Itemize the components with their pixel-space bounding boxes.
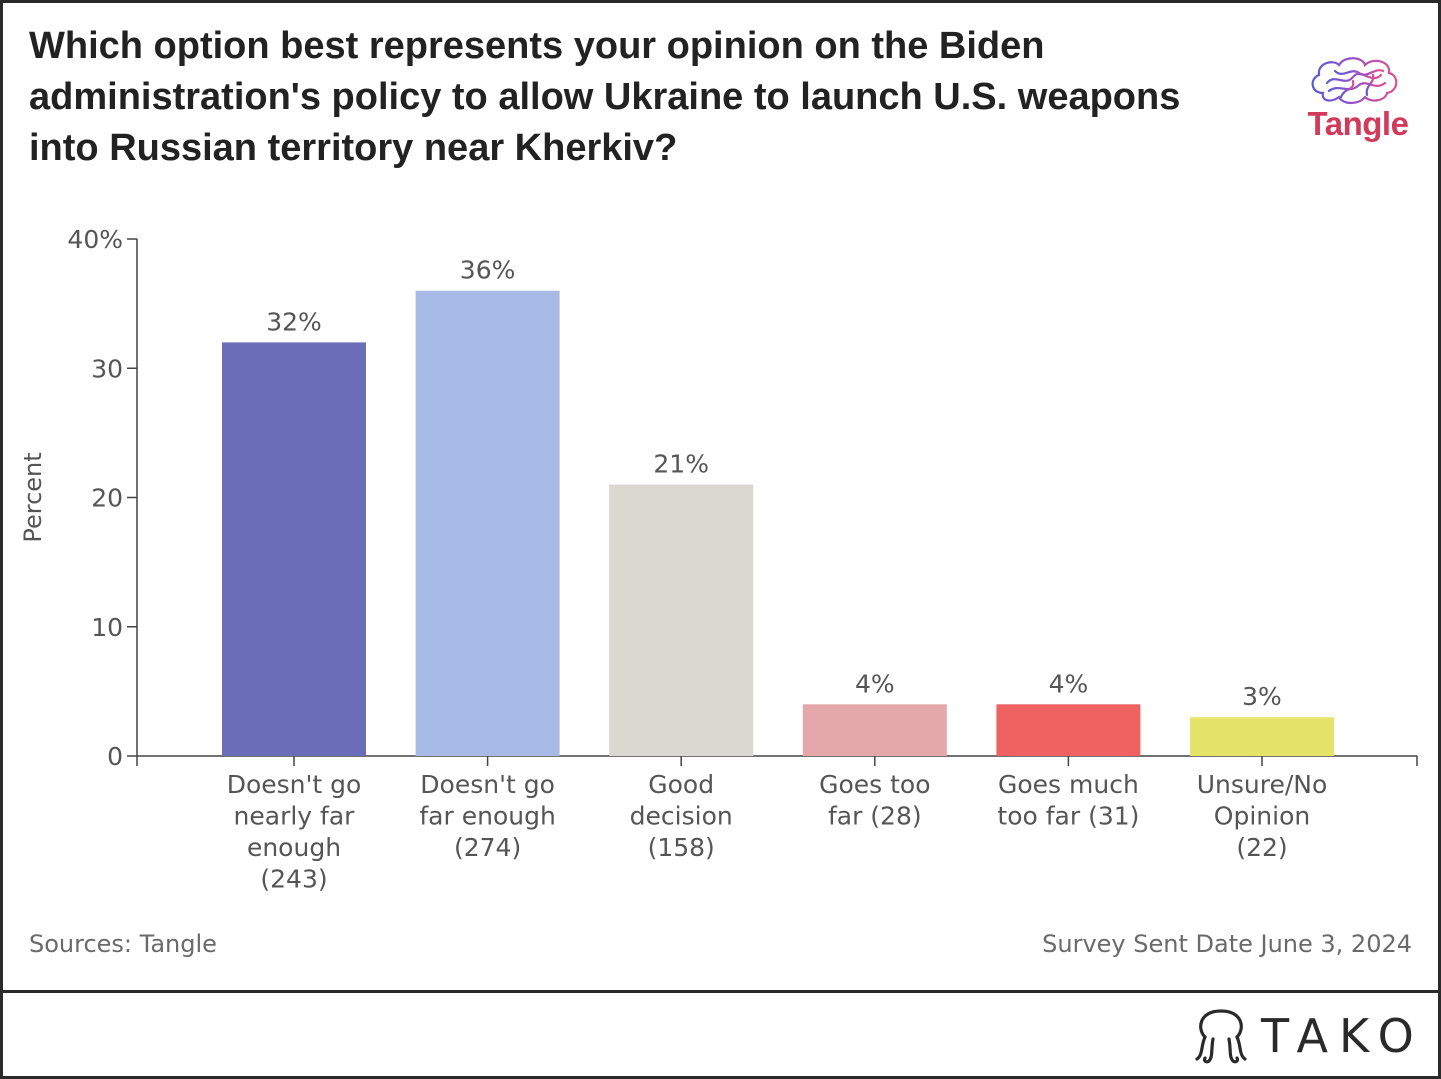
x-tick-label-line: (22) — [1236, 833, 1287, 862]
chart-title: Which option best represents your opinio… — [29, 25, 1181, 169]
bar — [802, 704, 947, 756]
x-tick-label-line: (274) — [454, 833, 521, 862]
x-tick-label-line: Doesn't go — [420, 770, 555, 799]
x-tick-label-line: Goes too — [819, 770, 930, 799]
data-label: 3% — [1242, 682, 1282, 711]
source-note: Sources: Tangle — [29, 930, 217, 958]
bar — [996, 704, 1141, 756]
data-label: 36% — [460, 256, 516, 285]
chart-bars — [222, 290, 1334, 756]
tangle-logo: Tangle — [1293, 53, 1423, 153]
y-tick-label: 10 — [91, 613, 123, 642]
x-tick-label-line: (158) — [648, 833, 715, 862]
y-tick-label: 40% — [67, 225, 123, 254]
y-tick-label: 20 — [91, 484, 123, 513]
data-label: 4% — [1049, 669, 1089, 698]
x-tick-label: Unsure/No Opinion (22) — [1197, 770, 1328, 862]
x-tick-label-line: far enough — [419, 802, 555, 831]
survey-date: Survey Sent Date June 3, 2024 — [1042, 930, 1412, 958]
bar — [415, 290, 560, 756]
x-tick-label: Good decision (158) — [630, 770, 733, 862]
chart-labels: 32% Doesn't go nearly far enough (243) 36% Doe… — [227, 256, 1328, 894]
tako-wordmark: TAKO — [1261, 1009, 1425, 1063]
data-label: 4% — [855, 669, 895, 698]
x-tick-label-line: too far (31) — [997, 802, 1139, 831]
x-tick-label-line: decision — [630, 802, 733, 831]
x-tick-label-line: (243) — [260, 865, 327, 894]
x-tick-label-line: enough — [247, 833, 341, 862]
x-tick-label: Doesn't go far enough (274) — [419, 770, 555, 862]
y-tick-label: 30 — [91, 354, 123, 383]
brain-icon — [1311, 57, 1398, 105]
bar-chart: 0 10 20 30 40% Percent 32% Doesn't go nearly fa… — [19, 225, 1418, 894]
y-axis-title: Percent — [19, 452, 47, 542]
x-tick-label-line: Opinion — [1214, 802, 1310, 831]
x-tick-label: Goes much too far (31) — [997, 770, 1139, 831]
x-tick-label-line: Unsure/No — [1197, 770, 1328, 799]
x-tick-label: Doesn't go nearly far enough (243) — [227, 770, 362, 894]
bar — [609, 484, 754, 756]
chart-axes: 0 10 20 30 40% Percent — [19, 225, 1418, 771]
x-tick-label-line: Good — [648, 770, 714, 799]
bar — [222, 342, 366, 756]
data-label: 21% — [653, 450, 709, 479]
brand-name: Tangle — [1307, 105, 1409, 142]
tako-logo[interactable]: TAKO — [1191, 1005, 1426, 1069]
bar — [1190, 717, 1334, 756]
x-tick-label-line: Doesn't go — [227, 770, 362, 799]
x-tick-label-line: nearly far — [234, 802, 356, 831]
x-tick-label-line: far (28) — [828, 802, 922, 831]
tako-octopus-icon — [1195, 1009, 1247, 1064]
data-label: 32% — [266, 307, 322, 336]
footer-divider — [3, 990, 1441, 993]
x-tick-label: Goes too far (28) — [819, 770, 930, 831]
y-tick-label: 0 — [107, 742, 123, 771]
x-tick-label-line: Goes much — [998, 770, 1139, 799]
